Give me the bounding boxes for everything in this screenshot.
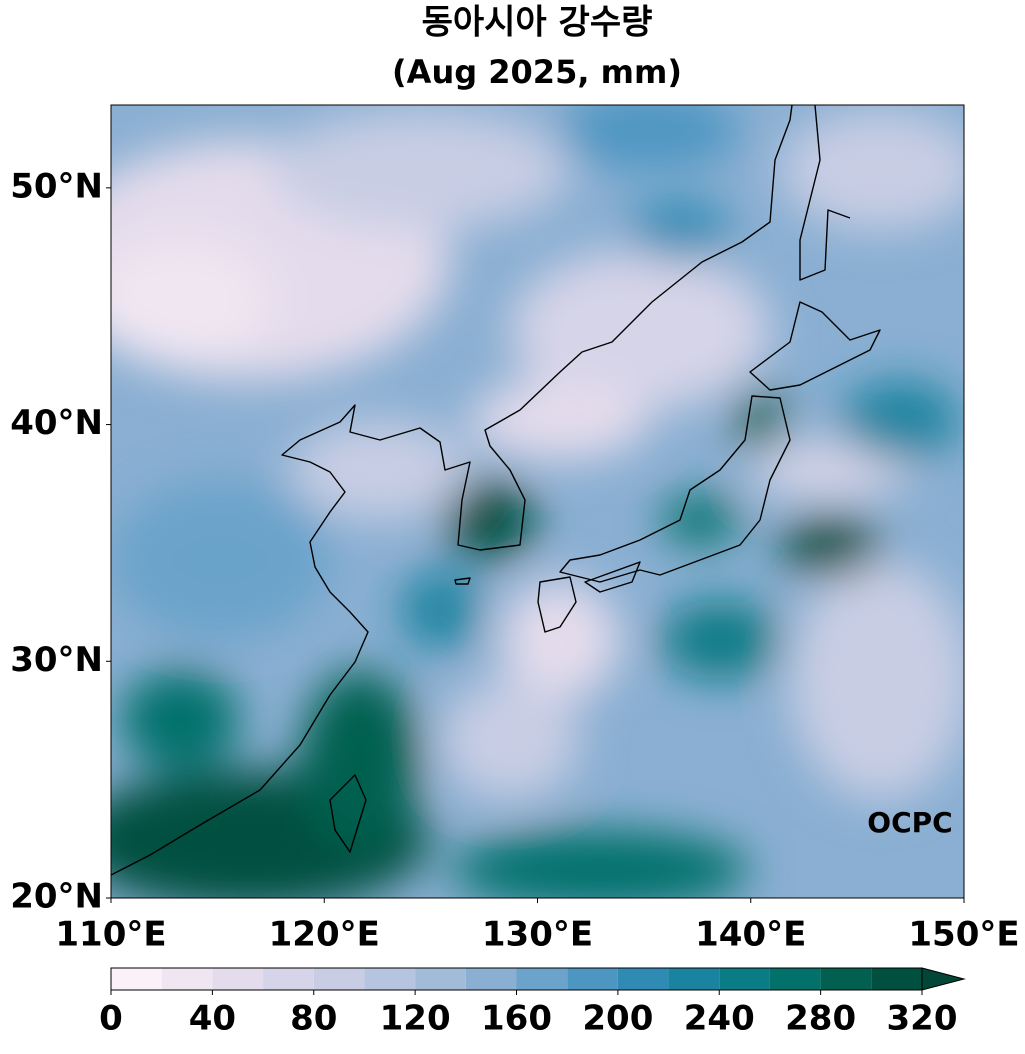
colorbar-bin	[212, 968, 264, 990]
colorbar-bin	[111, 968, 162, 990]
colorbar-extend	[921, 967, 966, 991]
colorbar-bin	[161, 968, 213, 990]
x-tick-label: 140°E	[695, 915, 806, 955]
x-tick-label: 130°E	[482, 915, 593, 955]
colorbar-tick-label: 240	[684, 999, 755, 1039]
kyushu	[537, 576, 577, 633]
colorbar-bin	[769, 968, 821, 990]
colorbar-tick-label: 0	[99, 999, 123, 1039]
x-tick-label: 120°E	[269, 915, 380, 955]
colorbar-bin	[567, 968, 618, 990]
taiwan	[329, 774, 367, 853]
colorbar-tick-label: 40	[189, 999, 236, 1039]
colorbar-bin	[415, 968, 466, 990]
colorbar-tick-label: 120	[380, 999, 451, 1039]
colorbar-bin	[263, 968, 314, 990]
colorbar-bin	[516, 968, 568, 990]
colorbar-tick-label: 80	[290, 999, 337, 1039]
colorbar-tick-label: 280	[785, 999, 856, 1039]
y-tick-label: 50°N	[10, 166, 103, 206]
title: 동아시아 강수량	[422, 3, 653, 43]
colorbar-bin	[364, 968, 416, 990]
coastlines	[111, 105, 881, 876]
colorbar-bin	[871, 968, 922, 990]
precipitation-field: OCPC	[111, 105, 964, 898]
shikoku	[584, 561, 641, 593]
axes: 110°E 120°E 130°E 140°E 150°E 20°N 30°N 40°N 50°…	[10, 166, 1019, 954]
colorbar-bin	[820, 968, 872, 990]
x-tick-label: 110°E	[55, 915, 166, 955]
x-tick-label: 150°E	[908, 915, 1019, 955]
field-blobs	[111, 105, 964, 898]
colorbar-tick-label: 320	[887, 999, 958, 1039]
jeju	[454, 577, 471, 585]
hokkaido	[749, 301, 881, 391]
colorbar-bin	[617, 968, 669, 990]
honshu	[559, 395, 791, 583]
colorbar-bin	[719, 968, 770, 990]
y-tick-label: 40°N	[10, 403, 103, 443]
watermark: OCPC	[867, 806, 952, 839]
colorbar-bin	[465, 968, 517, 990]
colorbar-bin	[668, 968, 720, 990]
colorbar-tick-label: 160	[481, 999, 552, 1039]
colorbar-bin	[313, 968, 365, 990]
asia-coast	[111, 105, 793, 876]
colorbar-tick-label: 200	[582, 999, 653, 1039]
y-tick-label: 30°N	[10, 640, 103, 680]
subtitle: (Aug 2025, mm)	[392, 53, 682, 91]
y-tick-label: 20°N	[10, 877, 103, 917]
sakhalin	[799, 105, 851, 281]
colorbar: 0 40 80 120 160 200 240 280 320	[99, 967, 966, 1039]
